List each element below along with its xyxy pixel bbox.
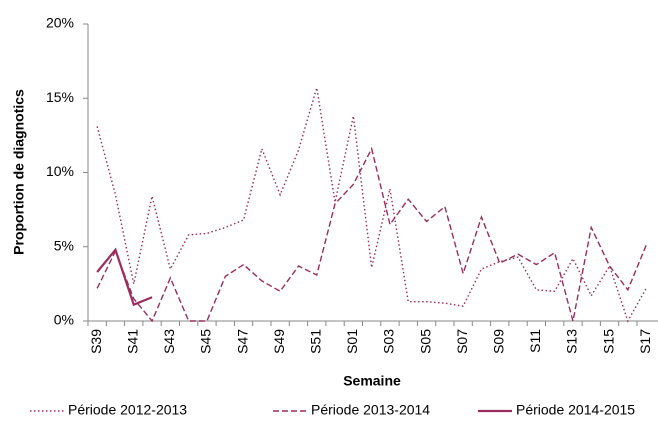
y-tick-label: 20% xyxy=(46,15,74,31)
y-axis-label: Proportion de diagnotics xyxy=(11,89,27,255)
x-tick-label: S03 xyxy=(381,329,397,354)
x-tick-label: S07 xyxy=(454,329,470,354)
x-tick-label: S11 xyxy=(527,329,543,353)
x-tick-label: S13 xyxy=(564,329,580,354)
x-tick-label: S43 xyxy=(161,329,177,354)
series-line xyxy=(96,146,647,323)
x-tick-label: S47 xyxy=(234,329,250,354)
y-tick-label: 5% xyxy=(54,237,74,253)
x-tick-label: S49 xyxy=(271,329,287,354)
series-line xyxy=(96,247,153,307)
x-tick-label: S05 xyxy=(417,329,433,354)
x-tick-label: S45 xyxy=(198,329,214,354)
x-axis-label: Semaine xyxy=(343,373,401,389)
series-line xyxy=(96,87,647,323)
x-tick-label: S15 xyxy=(600,329,616,354)
legend-label: Période 2013-2014 xyxy=(311,402,430,418)
legend-label: Période 2014-2015 xyxy=(516,402,635,418)
x-tick-label: S09 xyxy=(490,329,506,354)
legend-label: Période 2012-2013 xyxy=(68,402,187,418)
y-tick-label: 10% xyxy=(46,163,74,179)
x-tick-label: S17 xyxy=(637,329,653,354)
y-tick-label: 0% xyxy=(54,312,74,328)
x-tick-label: S51 xyxy=(307,329,323,354)
x-tick-label: S41 xyxy=(124,329,140,354)
x-tick-label: S39 xyxy=(88,329,104,354)
y-tick-label: 15% xyxy=(46,89,74,105)
x-tick-label: S01 xyxy=(344,329,360,354)
